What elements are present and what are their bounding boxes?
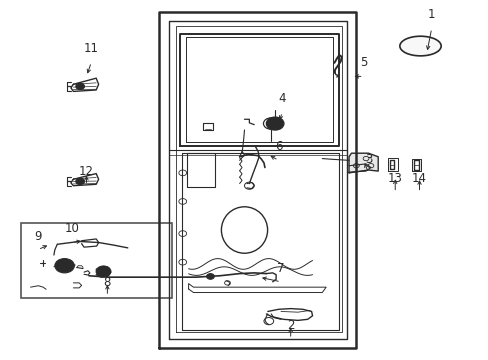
Text: 2: 2 [286, 319, 294, 332]
Circle shape [266, 117, 284, 130]
Text: 10: 10 [64, 222, 79, 235]
Text: 13: 13 [387, 172, 402, 185]
Text: 1: 1 [427, 8, 434, 21]
Text: 14: 14 [411, 172, 426, 185]
Circle shape [96, 266, 111, 277]
Text: 6: 6 [274, 140, 282, 153]
Text: 3: 3 [364, 153, 371, 166]
Circle shape [55, 258, 74, 273]
Circle shape [206, 274, 214, 279]
Polygon shape [348, 153, 377, 173]
FancyBboxPatch shape [21, 223, 171, 298]
Text: 9: 9 [34, 230, 41, 243]
Circle shape [76, 178, 84, 185]
Text: 11: 11 [83, 42, 99, 55]
Circle shape [76, 83, 84, 90]
Text: 12: 12 [79, 165, 94, 178]
Text: 4: 4 [278, 92, 285, 105]
Text: 5: 5 [359, 56, 366, 69]
Text: 7: 7 [277, 262, 284, 275]
Text: 8: 8 [103, 276, 111, 289]
Ellipse shape [399, 36, 440, 56]
